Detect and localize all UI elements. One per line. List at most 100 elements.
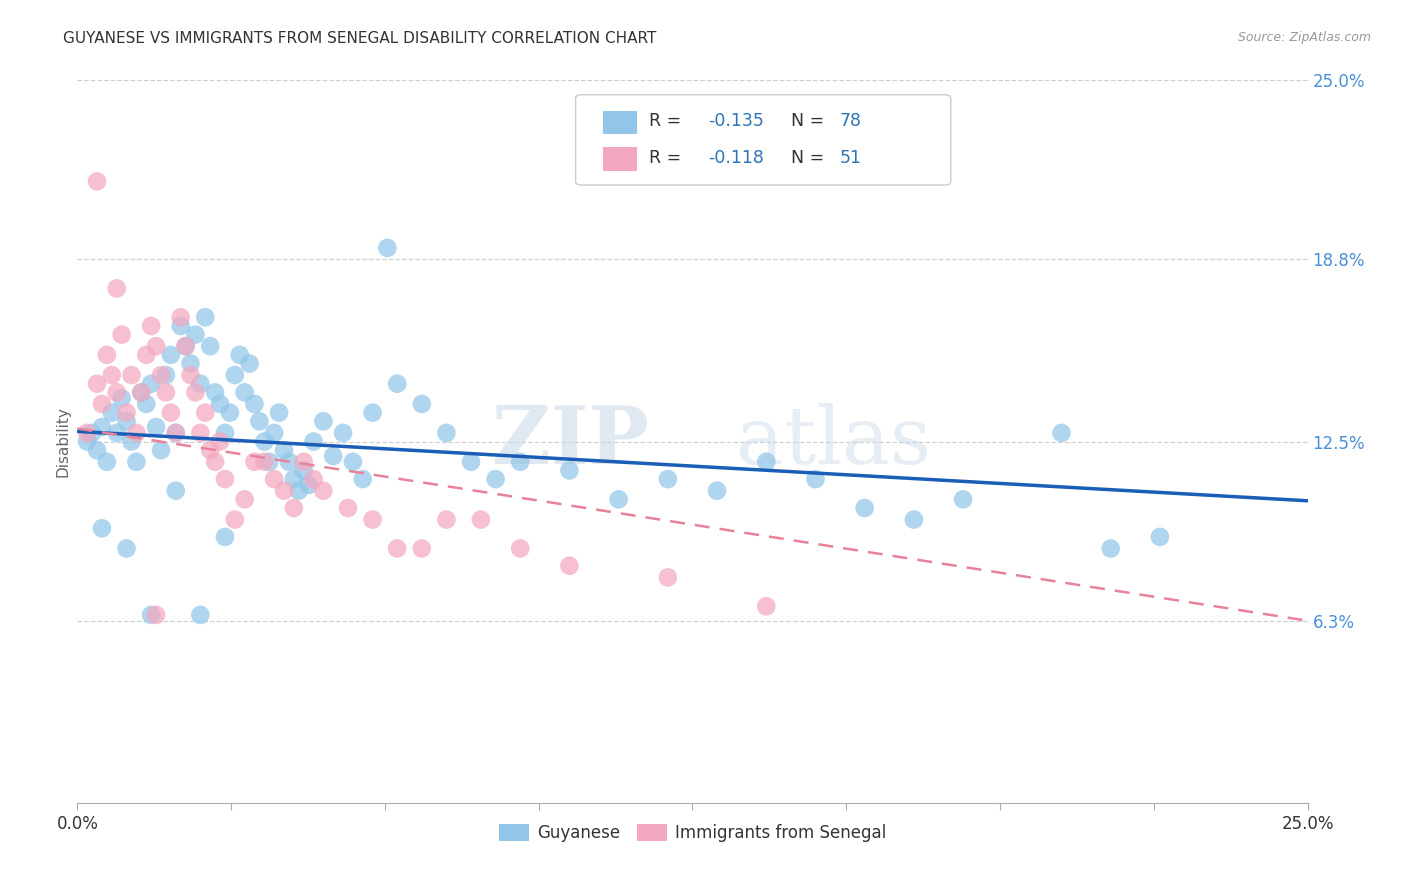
Point	[180, 368, 202, 382]
Point	[82, 425, 104, 440]
Point	[174, 339, 197, 353]
Point	[249, 414, 271, 428]
Point	[129, 385, 153, 400]
Point	[269, 406, 291, 420]
Point	[657, 472, 679, 486]
Point	[278, 455, 301, 469]
Point	[657, 570, 679, 584]
Point	[322, 449, 344, 463]
Point	[239, 357, 262, 371]
Point	[184, 385, 207, 400]
Point	[188, 607, 212, 622]
Point	[96, 348, 118, 362]
Point	[224, 368, 246, 382]
Point	[135, 348, 157, 362]
Point	[219, 406, 242, 420]
Point	[194, 406, 217, 420]
Point	[135, 397, 157, 411]
Point	[337, 501, 360, 516]
Point	[121, 368, 143, 382]
Point	[263, 425, 285, 440]
Point	[76, 425, 98, 440]
Point	[125, 455, 148, 469]
Point	[209, 397, 232, 411]
Point	[509, 541, 531, 556]
Point	[259, 455, 281, 469]
Point	[115, 541, 138, 556]
Point	[1050, 425, 1073, 440]
Point	[86, 443, 108, 458]
Point	[233, 492, 256, 507]
Point	[180, 357, 202, 371]
Point	[1149, 530, 1171, 544]
Point	[485, 472, 508, 486]
Point	[188, 425, 212, 440]
Point	[273, 443, 295, 458]
Point	[101, 368, 124, 382]
Point	[228, 348, 252, 362]
Point	[302, 434, 325, 449]
Point	[76, 434, 98, 449]
Point	[952, 492, 974, 507]
Point	[411, 397, 433, 411]
Point	[184, 327, 207, 342]
Point	[436, 425, 458, 440]
Y-axis label: Disability: Disability	[55, 406, 70, 477]
Point	[209, 434, 232, 449]
Point	[90, 420, 114, 434]
Point	[460, 455, 482, 469]
Point	[411, 541, 433, 556]
Point	[332, 425, 354, 440]
Text: Source: ZipAtlas.com: Source: ZipAtlas.com	[1237, 31, 1371, 45]
Point	[194, 310, 217, 325]
Point	[145, 420, 167, 434]
Point	[141, 318, 163, 333]
Point	[470, 512, 492, 526]
Point	[96, 455, 118, 469]
Point	[129, 385, 153, 400]
Point	[160, 348, 183, 362]
Point	[509, 455, 531, 469]
Point	[90, 397, 114, 411]
Point	[292, 463, 315, 477]
Point	[224, 512, 246, 526]
Point	[292, 455, 315, 469]
Point	[155, 385, 177, 400]
Point	[111, 391, 132, 405]
Point	[204, 455, 226, 469]
Text: -0.135: -0.135	[709, 112, 765, 130]
Text: 78: 78	[841, 112, 862, 130]
Point	[312, 414, 335, 428]
Point	[233, 385, 256, 400]
Point	[302, 472, 325, 486]
Point	[253, 455, 276, 469]
Text: ZIP: ZIP	[492, 402, 650, 481]
Point	[385, 541, 409, 556]
Point	[352, 472, 374, 486]
Point	[121, 434, 143, 449]
Point	[283, 501, 305, 516]
Point	[312, 483, 335, 498]
Point	[342, 455, 364, 469]
Point	[141, 607, 163, 622]
Text: R =: R =	[650, 149, 688, 167]
Point	[298, 478, 321, 492]
Point	[804, 472, 827, 486]
Point	[174, 339, 197, 353]
Point	[115, 414, 138, 428]
Point	[1099, 541, 1122, 556]
Point	[243, 397, 266, 411]
Point	[125, 425, 148, 440]
Point	[385, 376, 409, 391]
Point	[150, 368, 173, 382]
Point	[111, 327, 132, 342]
Point	[170, 318, 193, 333]
Point	[200, 443, 222, 458]
Point	[263, 472, 285, 486]
Text: -0.118: -0.118	[709, 149, 765, 167]
Point	[145, 339, 167, 353]
Point	[101, 406, 124, 420]
Point	[141, 376, 163, 391]
Point	[903, 512, 925, 526]
Point	[150, 443, 173, 458]
